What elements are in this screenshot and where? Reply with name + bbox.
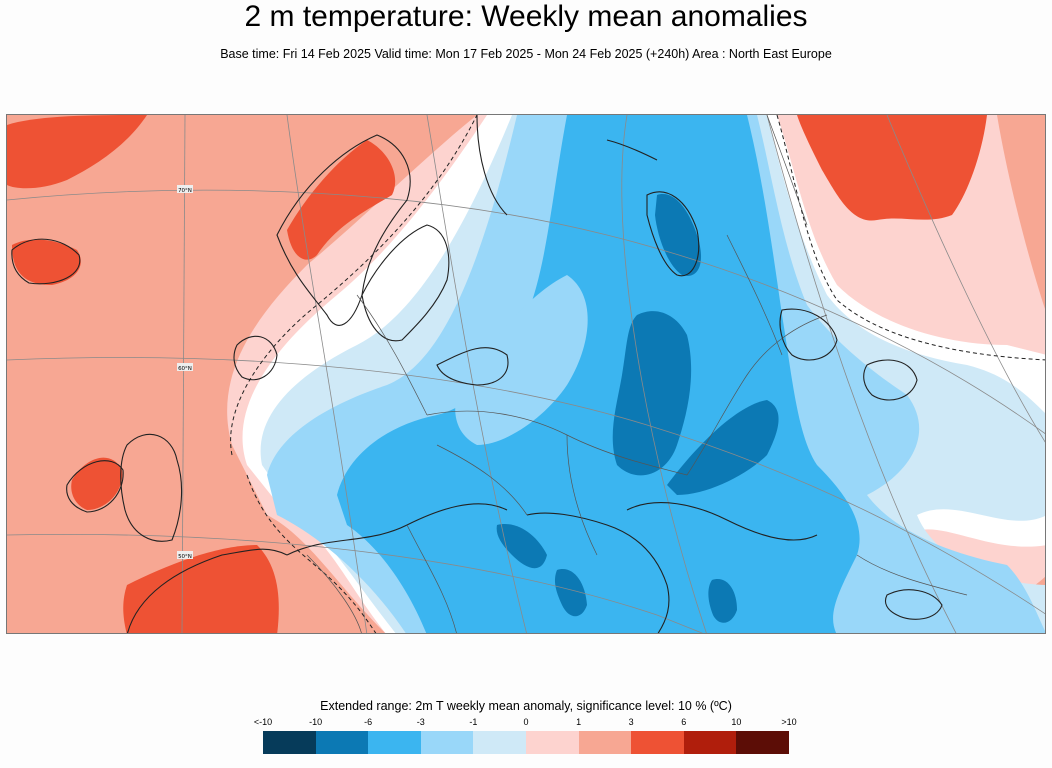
legend-tick: 10 <box>731 717 742 727</box>
map-region-cool-6-10-b <box>667 400 779 495</box>
legend-swatch <box>263 731 316 754</box>
map-svg: 70°N 60°N 50°N <box>7 115 1045 633</box>
map-region-cool-6-10-a <box>612 311 692 476</box>
legend-tick: -10 <box>309 717 323 727</box>
legend-swatch <box>368 731 421 754</box>
legend-swatch <box>473 731 526 754</box>
map-borders <box>306 115 968 633</box>
legend-tick: -1 <box>469 717 478 727</box>
map-region-warm-6-10-ne <box>797 115 987 221</box>
lat-labels: 70°N 60°N 50°N <box>177 185 193 560</box>
anomaly-map: 70°N 60°N 50°N <box>6 114 1046 634</box>
legend-tick: <-10 <box>253 717 273 727</box>
map-region-cool-tongue <box>455 275 588 445</box>
legend-ticks: <-10 -10 -6 -3 -1 0 1 3 6 10 >10 <box>0 717 1052 729</box>
legend-tick: 1 <box>576 717 582 727</box>
legend-tick: 3 <box>628 717 634 727</box>
legend-swatch <box>578 731 632 754</box>
chart-title: 2 m temperature: Weekly mean anomalies <box>244 0 808 33</box>
significance-contour <box>230 115 1045 633</box>
map-region-cool-6-10-e <box>554 569 587 617</box>
legend-swatch <box>736 731 789 754</box>
lat-label-70: 70°N <box>178 188 192 194</box>
lat-label-bg <box>177 551 193 559</box>
map-graticule <box>7 115 1045 633</box>
legend-tick: >10 <box>781 717 797 727</box>
lat-label-60: 60°N <box>178 366 192 372</box>
legend-swatch <box>315 731 369 754</box>
map-region-warm-6-10-iceland <box>12 239 81 285</box>
legend-tick: 0 <box>523 717 529 727</box>
lat-label-50: 50°N <box>178 554 192 560</box>
legend-tick: -3 <box>416 717 425 727</box>
legend-swatch <box>631 731 684 754</box>
legend-tick: 6 <box>681 717 687 727</box>
map-region-warm-6-10-norway <box>287 140 396 260</box>
chart-subtitle: Base time: Fri 14 Feb 2025 Valid time: M… <box>220 47 832 61</box>
map-coastlines <box>11 115 943 633</box>
map-region-warm-6-10-greenland <box>7 115 147 189</box>
map-region-cool-6-10-c <box>655 194 702 276</box>
map-region-warm-6-10-ireland <box>71 457 123 510</box>
map-region-warm-6-10-france <box>123 545 279 633</box>
map-region-cool-6-10-f <box>708 579 737 623</box>
legend-colorbar <box>263 731 789 754</box>
legend-swatch <box>525 731 579 754</box>
map-region-cool-3-6 <box>337 115 860 633</box>
legend-swatch <box>420 731 474 754</box>
map-region-cool-6-10-d <box>496 524 547 569</box>
legend-swatch <box>683 731 737 754</box>
lat-label-bg <box>177 185 193 193</box>
lat-label-bg <box>177 363 193 371</box>
legend-tick: -6 <box>364 717 373 727</box>
legend-title: Extended range: 2m T weekly mean anomaly… <box>320 699 732 713</box>
